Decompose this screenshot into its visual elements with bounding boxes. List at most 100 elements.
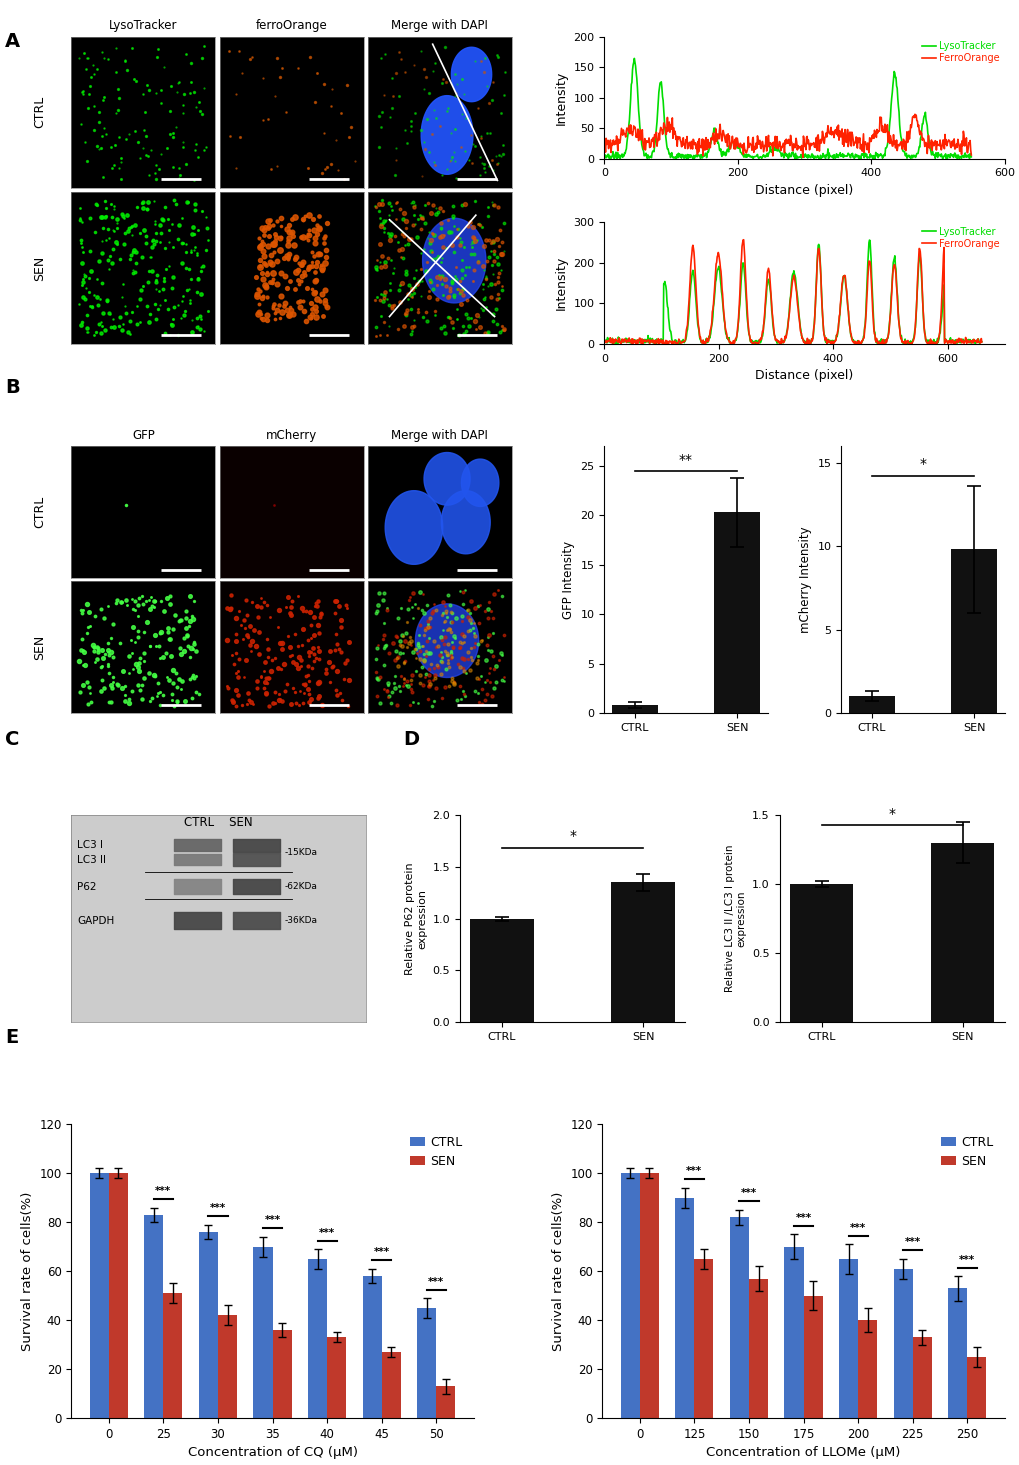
Bar	[90, 1173, 109, 1418]
FerroOrange	[938, 333, 951, 350]
Text: Merge with DAPI: Merge with DAPI	[391, 19, 488, 32]
Line: FerroOrange: FerroOrange	[603, 240, 981, 344]
Text: B: B	[5, 378, 19, 397]
Text: *: *	[888, 807, 895, 820]
Text: GFP: GFP	[131, 429, 155, 442]
LysoTracker	[975, 333, 987, 350]
LysoTracker	[597, 331, 609, 349]
Text: -62KDa: -62KDa	[284, 882, 317, 891]
LysoTracker	[814, 149, 826, 167]
Text: **: **	[679, 453, 692, 467]
Bar	[253, 1247, 272, 1418]
Bar	[470, 919, 533, 1023]
FerroOrange	[975, 333, 987, 350]
Text: LC3 I: LC3 I	[77, 841, 103, 850]
FerroOrange	[717, 308, 730, 325]
FerroOrange	[893, 316, 905, 334]
FerroOrange	[908, 105, 920, 123]
FerroOrange	[704, 318, 716, 335]
Text: *: *	[918, 457, 925, 470]
FerroOrange	[763, 133, 775, 151]
Text: ***: ***	[795, 1213, 811, 1223]
Bar	[144, 1214, 163, 1418]
LysoTracker	[597, 146, 609, 164]
Text: ***: ***	[740, 1188, 756, 1198]
Text: CTRL    SEN: CTRL SEN	[184, 816, 253, 829]
Text: C: C	[5, 730, 19, 749]
X-axis label: Concentration of LLOMe (μM): Concentration of LLOMe (μM)	[706, 1446, 900, 1459]
Line: LysoTracker: LysoTracker	[603, 59, 970, 158]
FerroOrange	[692, 144, 704, 161]
Line: FerroOrange: FerroOrange	[603, 114, 970, 157]
LysoTracker	[628, 50, 640, 67]
LysoTracker	[938, 330, 951, 347]
Bar	[362, 1276, 381, 1418]
Bar	[848, 696, 894, 713]
X-axis label: Concentration of CQ (μM): Concentration of CQ (μM)	[187, 1446, 358, 1459]
Text: GAPDH: GAPDH	[77, 916, 114, 926]
LysoTracker	[962, 149, 974, 167]
Text: CTRL: CTRL	[34, 495, 46, 527]
Bar	[789, 885, 853, 1023]
Text: ***: ***	[849, 1223, 865, 1232]
Text: ***: ***	[373, 1247, 389, 1257]
FerroOrange	[597, 331, 609, 349]
Bar	[199, 1232, 218, 1418]
Bar	[327, 1338, 345, 1418]
Text: mCherry: mCherry	[266, 429, 317, 442]
Text: SEN: SEN	[34, 255, 46, 281]
Bar	[948, 1288, 966, 1418]
Bar	[730, 1217, 748, 1418]
LysoTracker	[717, 311, 730, 328]
Bar	[912, 1338, 931, 1418]
LysoTracker	[874, 146, 887, 164]
Bar	[109, 1173, 127, 1418]
Bar	[951, 549, 997, 713]
FerroOrange	[874, 108, 887, 126]
Text: LC3 II: LC3 II	[77, 854, 106, 864]
Text: A: A	[5, 32, 20, 51]
Bar	[930, 842, 994, 1023]
Bar	[621, 1173, 639, 1418]
FerroOrange	[796, 148, 808, 166]
Bar	[893, 1269, 912, 1418]
Text: D: D	[403, 730, 419, 749]
Bar	[163, 1294, 182, 1418]
Text: LysoTracker: LysoTracker	[109, 19, 177, 32]
Bar	[694, 1258, 713, 1418]
Text: E: E	[5, 1028, 18, 1047]
Text: ***: ***	[264, 1216, 280, 1225]
LysoTracker	[693, 146, 705, 164]
Legend: CTRL, SEN: CTRL, SEN	[935, 1131, 998, 1173]
Polygon shape	[422, 218, 485, 303]
FerroOrange	[597, 136, 609, 154]
Bar	[610, 882, 675, 1023]
Polygon shape	[461, 459, 498, 507]
FerroOrange	[814, 135, 826, 152]
Text: *: *	[569, 829, 576, 844]
Bar	[639, 1173, 658, 1418]
Text: -15KDa: -15KDa	[284, 848, 318, 857]
X-axis label: Distance (pixel): Distance (pixel)	[755, 369, 853, 382]
Bar	[803, 1295, 822, 1418]
Polygon shape	[424, 453, 470, 505]
LysoTracker	[893, 315, 905, 333]
Legend: LysoTracker, FerroOrange: LysoTracker, FerroOrange	[921, 41, 999, 63]
Text: ***: ***	[319, 1228, 335, 1238]
Y-axis label: Relative P62 protein
expression: Relative P62 protein expression	[405, 863, 427, 976]
FerroOrange	[691, 299, 703, 316]
Polygon shape	[421, 95, 473, 174]
FerroOrange	[964, 146, 976, 164]
Bar	[218, 1316, 236, 1418]
LysoTracker	[704, 319, 716, 337]
Polygon shape	[451, 47, 491, 101]
FerroOrange	[843, 123, 855, 141]
Text: ***: ***	[686, 1166, 702, 1176]
Text: ***: ***	[428, 1276, 444, 1286]
Line: LysoTracker: LysoTracker	[603, 240, 981, 344]
Polygon shape	[385, 491, 442, 564]
Bar	[611, 705, 657, 713]
Bar	[308, 1258, 327, 1418]
Polygon shape	[415, 604, 478, 677]
FerroOrange	[614, 335, 627, 353]
